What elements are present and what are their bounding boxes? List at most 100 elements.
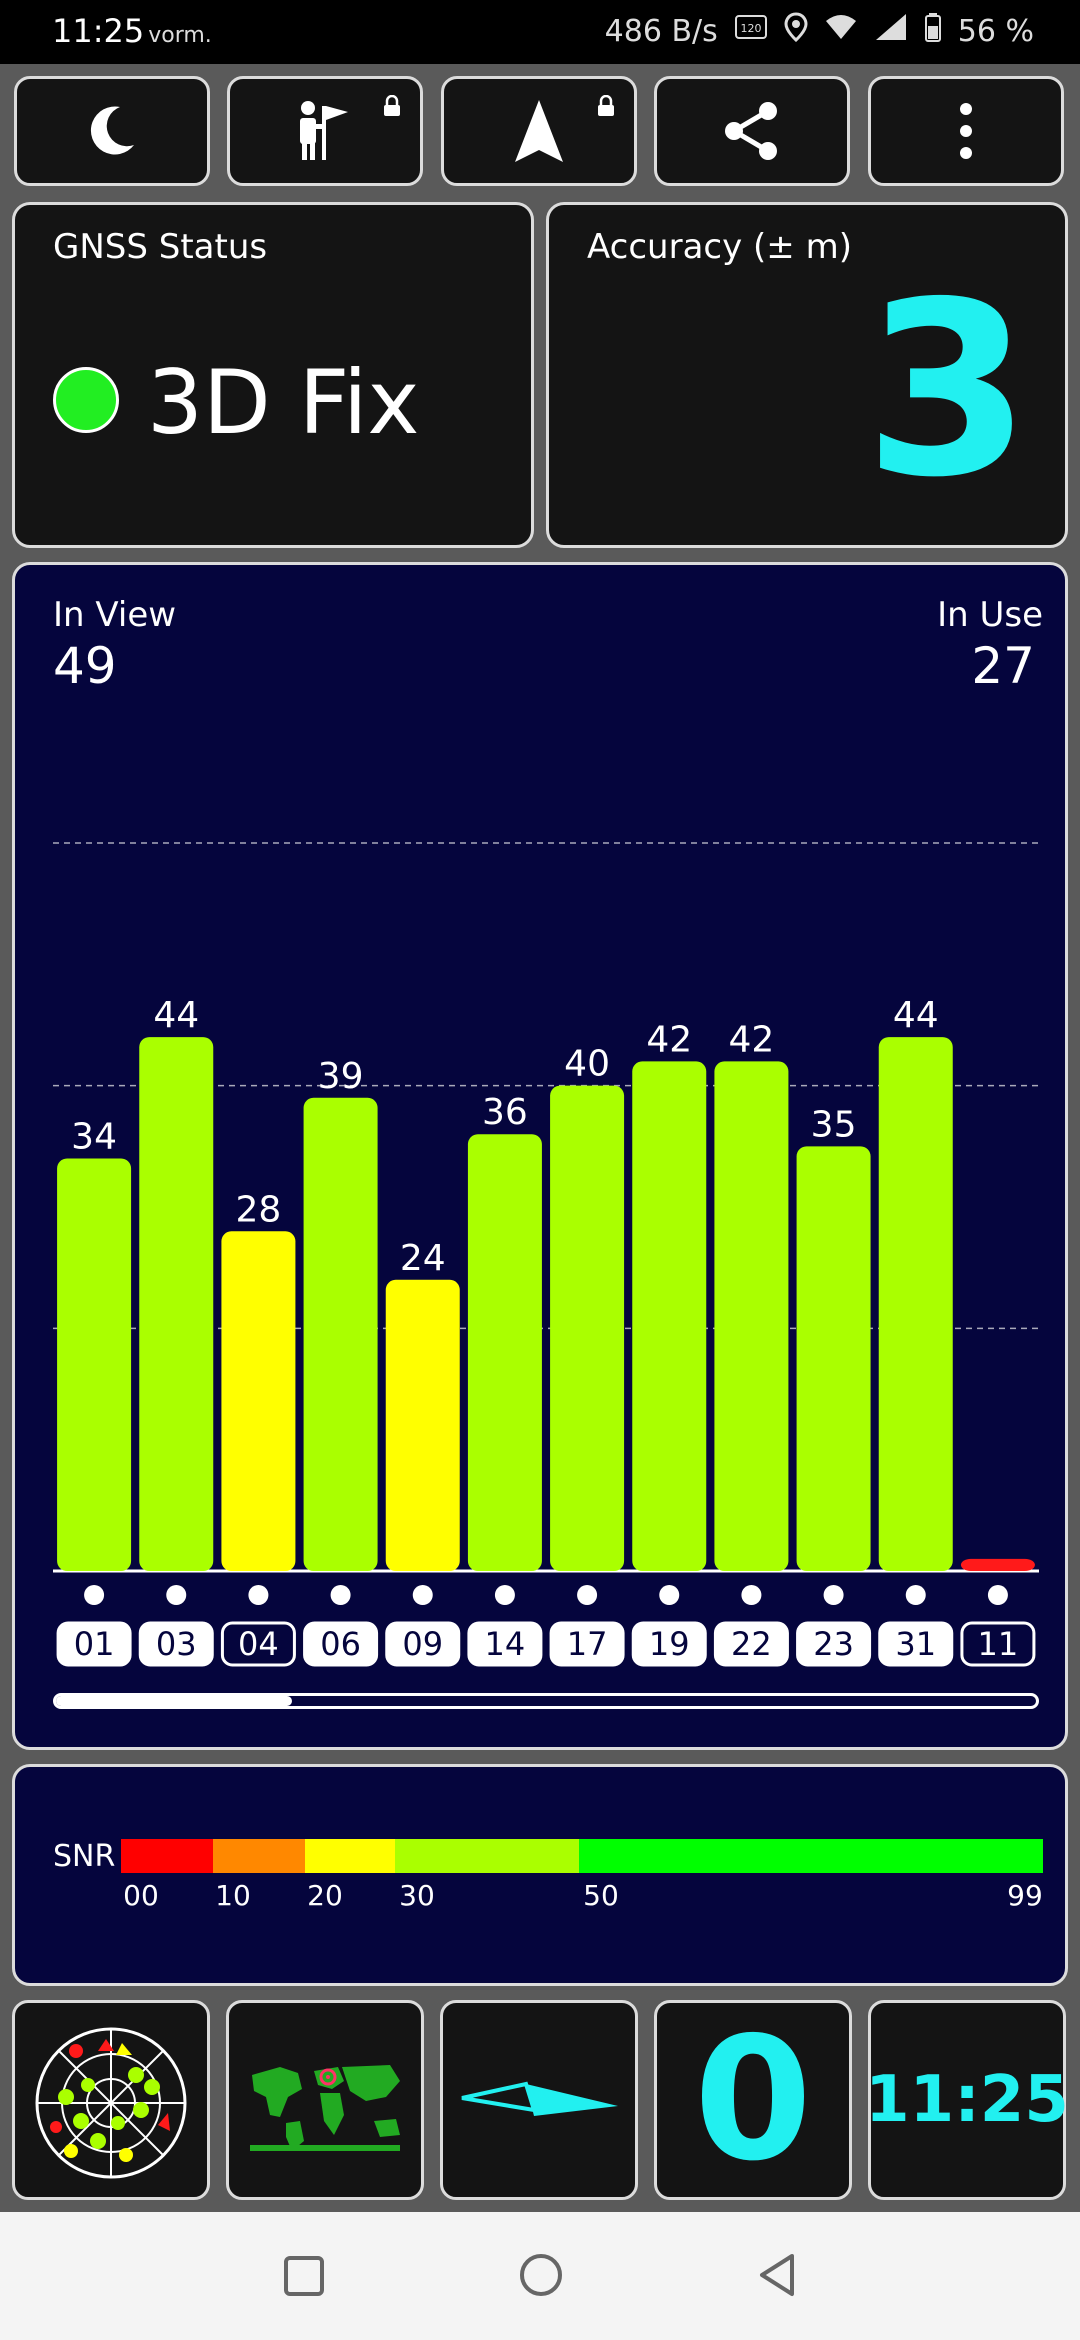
used-in-fix-dot — [823, 1585, 844, 1605]
snr-bar — [57, 1158, 132, 1571]
prn-label: 09 — [402, 1625, 443, 1663]
prn-badge — [713, 1621, 789, 1667]
prn-badge — [303, 1621, 379, 1667]
used-in-fix-dot — [741, 1585, 762, 1605]
system-nav-bar — [0, 2212, 1080, 2340]
moon-icon — [90, 106, 134, 155]
prn-label: 11 — [978, 1625, 1019, 1663]
status-icons: 486 B/s 120 56 % — [605, 12, 1034, 50]
prn-label: 01 — [74, 1625, 115, 1663]
prn-label: 17 — [567, 1625, 608, 1663]
snr-tick: 30 — [399, 1879, 435, 1912]
world-map-icon — [250, 2065, 400, 2151]
prn-badge — [467, 1621, 543, 1667]
snr-legend-panel: SNR 00 10 20 30 50 99 — [12, 1764, 1068, 1986]
bar-value-label: 44 — [893, 995, 939, 1036]
prn-label: 19 — [649, 1625, 690, 1663]
prn-badge — [796, 1621, 872, 1667]
used-in-fix-dot — [330, 1585, 351, 1605]
clock-tile[interactable]: 11:25 — [865, 2000, 1069, 2200]
prn-badge — [56, 1621, 132, 1667]
in-use-count: 27 — [971, 637, 1035, 695]
snr-bar — [632, 1061, 707, 1571]
used-in-fix-dot — [494, 1585, 515, 1605]
prn-badge — [631, 1621, 707, 1667]
night-mode-button[interactable] — [14, 76, 210, 186]
home-icon[interactable] — [518, 2252, 564, 2298]
svg-text:120: 120 — [740, 22, 761, 35]
snr-bar — [960, 1558, 1035, 1571]
used-in-fix-dot — [84, 1585, 105, 1605]
accuracy-value: 3 — [864, 250, 1031, 530]
prn-label: 23 — [813, 1625, 854, 1663]
share-button[interactable] — [654, 76, 850, 186]
snr-bar — [796, 1146, 871, 1571]
prn-badge — [220, 1621, 296, 1667]
used-in-fix-dot — [659, 1585, 680, 1605]
recents-icon[interactable] — [282, 2254, 326, 2298]
snr-label: SNR — [53, 1839, 116, 1874]
radar-sky-icon — [35, 2027, 187, 2179]
battery-level: 56 % — [957, 13, 1034, 49]
bar-value-label: 24 — [400, 1238, 446, 1279]
gnss-status-panel: GNSS Status 3D Fix — [12, 202, 534, 548]
prn-label: 04 — [238, 1625, 279, 1663]
snr-bar-chart: 34 01 44 03 28 04 39 06 24 09 36 14 40 17 42 19 42 22 35 23… — [53, 842, 1039, 1667]
signal-icon — [874, 12, 908, 50]
fix-status-dot — [53, 367, 119, 433]
snr-bar — [385, 1279, 460, 1571]
snr-band-1 — [213, 1839, 305, 1873]
bar-value-label: 28 — [236, 1189, 282, 1230]
snr-bar — [714, 1061, 789, 1571]
locked-navigation-button[interactable] — [441, 76, 637, 186]
bar-value-label: 44 — [153, 995, 199, 1036]
scrollbar-thumb[interactable] — [56, 1696, 292, 1706]
used-in-fix-dot — [412, 1585, 433, 1605]
speed-value: 0 — [693, 2001, 813, 2199]
prn-label: 14 — [485, 1625, 526, 1663]
bar-value-label: 42 — [646, 1019, 692, 1060]
in-view-count: 49 — [53, 637, 117, 695]
bar-value-label: 39 — [318, 1056, 364, 1097]
sky-view-tile[interactable] — [12, 2000, 210, 2200]
more-button[interactable] — [868, 76, 1064, 186]
net-speed: 486 B/s — [604, 13, 718, 49]
prn-badge — [385, 1621, 461, 1667]
lock-icon — [384, 95, 400, 116]
used-in-fix-dot — [166, 1585, 187, 1605]
snr-bar — [550, 1085, 625, 1571]
prn-label: 06 — [320, 1625, 361, 1663]
accuracy-panel: Accuracy (± m) 3 — [546, 202, 1068, 548]
prn-label: 22 — [731, 1625, 772, 1663]
status-time: 11:25 vorm. — [52, 12, 212, 50]
used-in-fix-dot — [248, 1585, 269, 1605]
compass-arrow-icon — [461, 2081, 618, 2116]
refresh-rate-icon: 120 — [734, 13, 768, 49]
status-bar: 11:25 vorm. 486 B/s 120 56 % — [0, 0, 1080, 64]
back-icon[interactable] — [756, 2252, 800, 2298]
snr-band-2 — [305, 1839, 395, 1873]
gnss-status-title: GNSS Status — [53, 227, 268, 267]
locked-mode-button[interactable] — [227, 76, 423, 186]
prn-label: 03 — [156, 1625, 197, 1663]
navigation-arrow-icon — [515, 100, 563, 162]
more-vertical-icon — [960, 103, 972, 159]
bar-value-label: 42 — [729, 1019, 775, 1060]
compass-tile[interactable] — [440, 2000, 638, 2200]
wifi-icon — [824, 13, 858, 49]
bar-value-label: 35 — [811, 1104, 857, 1145]
person-flag-icon — [300, 101, 348, 160]
prn-badge — [549, 1621, 625, 1667]
prn-badge — [960, 1621, 1036, 1667]
snr-bar — [139, 1037, 214, 1571]
used-in-fix-dot — [577, 1585, 598, 1605]
snr-bar — [467, 1134, 542, 1571]
snr-band-4 — [579, 1839, 1043, 1873]
world-map-tile[interactable] — [226, 2000, 424, 2200]
snr-bar — [221, 1231, 296, 1571]
scrollbar-track[interactable] — [53, 1693, 1039, 1709]
satellite-panel: In View 49 In Use 27 34 01 44 03 28 04 39 06 24 0… — [12, 562, 1068, 1750]
speed-tile[interactable]: 0 — [654, 2000, 852, 2200]
battery-icon — [924, 12, 942, 50]
location-icon — [784, 12, 808, 50]
